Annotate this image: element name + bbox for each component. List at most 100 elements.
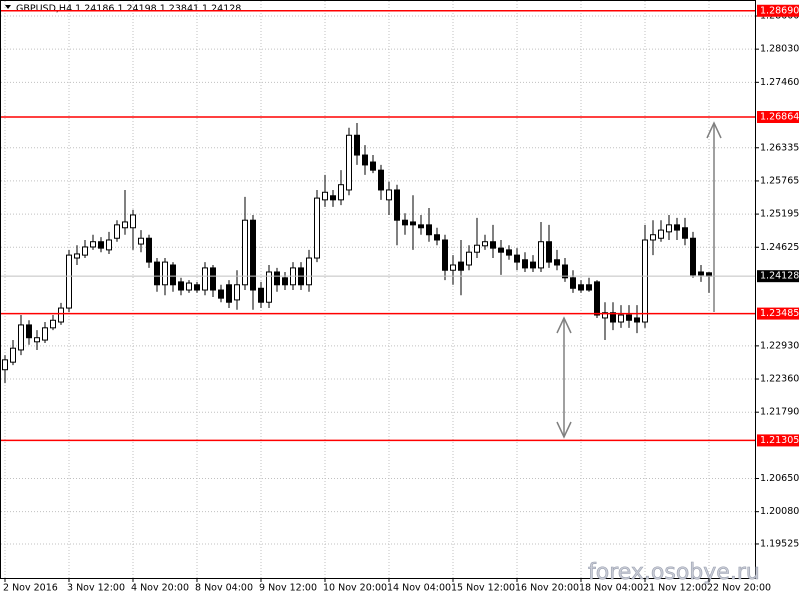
candle-body: [66, 254, 72, 309]
candle-body: [178, 281, 184, 291]
y-tick-label: 1.20080: [760, 506, 799, 517]
candle-body: [114, 224, 120, 239]
candle-body: [706, 272, 712, 277]
candle-body: [490, 241, 496, 249]
arrows: [556, 121, 722, 439]
watermark: forex.osobye.ru: [588, 560, 760, 585]
arrow-head: [706, 121, 722, 139]
candle-body: [386, 189, 392, 201]
candle-body: [90, 241, 96, 248]
candle-body: [666, 224, 672, 233]
candle-body: [210, 267, 216, 291]
candle-body: [322, 191, 328, 201]
candle-body: [570, 277, 576, 289]
candle-body: [106, 239, 112, 251]
candle-body: [234, 284, 240, 301]
candle-body: [434, 234, 440, 241]
candle-body: [98, 241, 104, 249]
candle-body: [162, 261, 168, 286]
level-label-box: [757, 110, 799, 123]
y-tick-label: 1.22360: [760, 374, 799, 385]
x-tick-label: 2 Nov 2016: [3, 583, 58, 594]
y-tick-label: 1.28030: [760, 44, 799, 55]
y-tick-label: 1.27460: [760, 77, 799, 88]
candle-body: [538, 241, 544, 269]
candle-body: [346, 134, 352, 191]
candle-body: [650, 234, 656, 241]
y-tick-label: 1.25765: [760, 175, 799, 186]
arrow-head: [556, 421, 572, 439]
chart-title: GBPUSD,H4 1.24186 1.24198 1.23841 1.2412…: [16, 4, 241, 15]
arrow-head: [556, 316, 572, 334]
last-price-label: 1.24128: [760, 271, 799, 282]
candle-body: [226, 284, 232, 303]
plot: [2, 123, 712, 384]
candle-body: [458, 261, 464, 271]
candle-body: [626, 314, 632, 321]
y-tick-label: 1.25195: [760, 209, 799, 220]
candle-body: [594, 281, 600, 316]
candle-body: [682, 227, 688, 239]
candle-body: [474, 244, 480, 253]
candle-body: [50, 319, 56, 329]
x-tick-label: 14 Nov 04:00: [387, 583, 451, 594]
candle-body: [42, 327, 48, 341]
candle-body: [698, 271, 704, 276]
candle-body: [658, 229, 664, 239]
candle-body: [394, 189, 400, 221]
candle-body: [466, 251, 472, 266]
x-tick-label: 15 Nov 12:00: [451, 583, 515, 594]
candle-body: [378, 169, 384, 191]
candle-body: [82, 246, 88, 256]
candle-body: [586, 284, 592, 291]
candle-body: [362, 154, 368, 166]
candle-body: [482, 241, 488, 247]
x-tick-label: 8 Nov 04:00: [195, 583, 253, 594]
y-tick-label: 1.19525: [760, 538, 799, 549]
candle-body: [306, 257, 312, 286]
candle-body: [314, 197, 320, 259]
candle-body: [202, 267, 208, 291]
candle-body: [610, 312, 616, 323]
x-tick-label: 10 Nov 20:00: [323, 583, 387, 594]
candle-body: [402, 219, 408, 226]
x-tick-label: 9 Nov 12:00: [259, 583, 317, 594]
candle-body: [274, 271, 280, 286]
x-tick-label: 22 Nov 20:00: [707, 583, 771, 594]
candle-body: [498, 247, 504, 253]
candle-body: [186, 282, 192, 291]
candle-body: [242, 219, 248, 286]
candle-body: [426, 224, 432, 236]
candle-body: [410, 221, 416, 226]
candle-body: [170, 264, 176, 286]
y-tick-label: 1.21790: [760, 407, 799, 418]
candle-body: [530, 261, 536, 269]
candle-body: [554, 259, 560, 266]
x-tick-label: 21 Nov 12:00: [643, 583, 707, 594]
candle-body: [138, 237, 144, 245]
level-label: 1.21305: [760, 435, 799, 446]
candle-body: [442, 239, 448, 271]
candle-body: [218, 289, 224, 299]
candle-body: [506, 249, 512, 256]
candle-body: [338, 184, 344, 201]
candle-body: [10, 347, 16, 363]
level-label: 1.26864: [760, 111, 799, 122]
y-tick-label: 1.26335: [760, 142, 799, 153]
candle-body: [26, 324, 32, 339]
candle-body: [58, 307, 64, 323]
candle-body: [266, 271, 272, 303]
candle-body: [250, 219, 256, 291]
candle-body: [122, 221, 128, 229]
x-tick-label: 18 Nov 04:00: [579, 583, 643, 594]
candle-body: [282, 277, 288, 286]
candle-body: [258, 287, 264, 303]
level-label: 1.23485: [760, 308, 799, 319]
candle-body: [642, 239, 648, 323]
candle-body: [370, 161, 376, 171]
candle-body: [130, 214, 136, 229]
plot-frame: [0, 0, 756, 579]
candle-body: [522, 259, 528, 269]
y-tick-label: 1.24625: [760, 242, 799, 253]
